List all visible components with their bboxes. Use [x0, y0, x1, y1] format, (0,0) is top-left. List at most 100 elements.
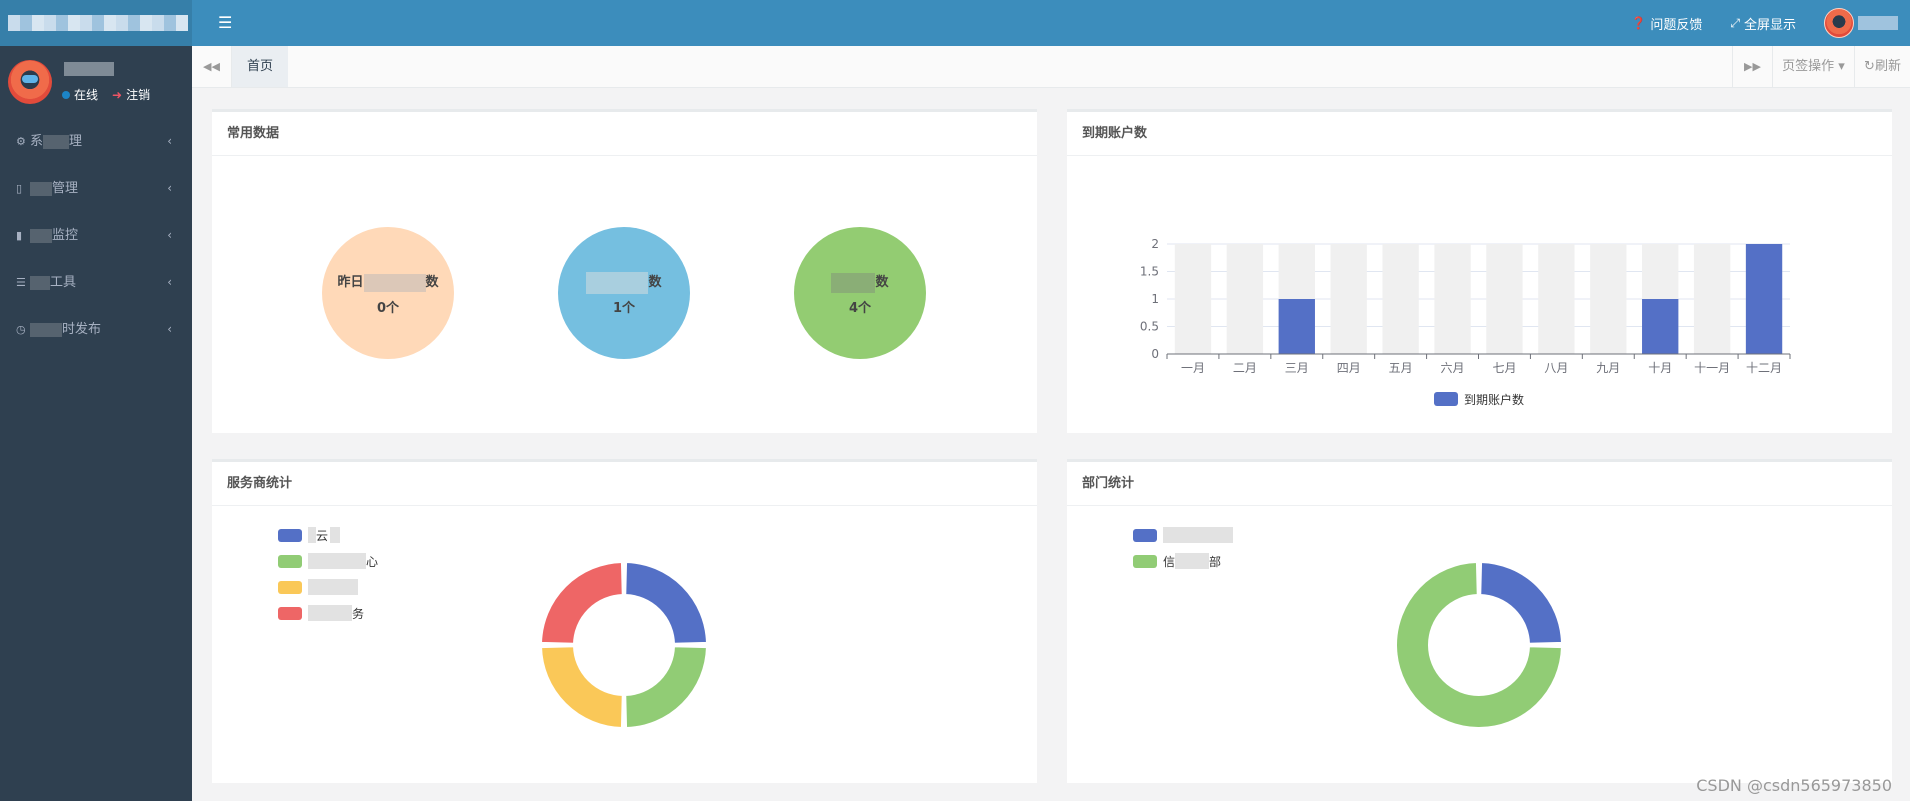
legend-item[interactable]: 务 — [278, 600, 378, 626]
sidebar-item-publish[interactable]: ◷ 时发布 ‹ — [0, 306, 192, 353]
legend-swatch — [1133, 554, 1157, 568]
bar[interactable] — [1278, 299, 1315, 354]
tab-home[interactable]: 首页 — [232, 46, 289, 87]
legend-item[interactable]: 云 — [278, 522, 378, 548]
tab-bar: ◀◀ 首页 ▶▶ 页签操作 ▾ ↻刷新 — [192, 46, 1910, 88]
pie-slice[interactable] — [1395, 561, 1563, 729]
watermark: CSDN @csdn565973850 — [1696, 776, 1892, 795]
bar[interactable] — [1745, 244, 1783, 354]
stat-circle-2: 数 1个 — [558, 227, 690, 359]
sidebar-item-label-suffix: 监控 — [52, 228, 79, 243]
logo-redacted — [8, 15, 188, 31]
sidebar-item-manage[interactable]: ▯ 管理 ‹ — [0, 165, 192, 212]
bar-background — [1693, 244, 1731, 354]
pie-slice[interactable] — [1479, 561, 1563, 645]
stat-label-right: 数 — [425, 275, 439, 290]
legend-swatch — [278, 554, 302, 568]
legend-swatch — [278, 528, 302, 542]
legend-label-prefix: 信 — [1163, 554, 1176, 569]
legend-label[interactable]: 到期账户数 — [1464, 392, 1524, 407]
x-tick-label: 七月 — [1492, 361, 1516, 375]
chevron-left-icon: ‹ — [167, 228, 172, 242]
provider-stats-panel: 服务商统计 云 心 务 — [212, 459, 1037, 783]
gear-icon: ⚙ — [16, 135, 26, 148]
legend-swatch[interactable] — [1434, 392, 1458, 406]
top-username-redacted[interactable] — [1858, 16, 1898, 30]
bars-icon[interactable]: ☰ — [218, 13, 233, 32]
stat-circle-1: 昨日 数 0个 — [322, 227, 454, 359]
provider-legend: 云 心 务 — [278, 522, 378, 626]
avatar[interactable] — [8, 60, 52, 104]
online-dot-icon — [62, 90, 70, 99]
clock-icon: ◷ — [16, 323, 26, 336]
y-tick-label: 0 — [1151, 347, 1159, 361]
tab-scroll-left-button[interactable]: ◀◀ — [192, 46, 232, 87]
bar-background — [1590, 244, 1627, 354]
label-redacted — [1175, 553, 1210, 569]
label-redacted — [308, 527, 316, 543]
chevron-left-icon: ‹ — [167, 134, 172, 148]
x-tick-label: 三月 — [1285, 361, 1309, 375]
user-panel: 在线 ➜ 注销 — [0, 46, 192, 118]
label-redacted — [586, 271, 649, 294]
label-redacted — [308, 553, 366, 569]
legend-swatch — [278, 606, 302, 620]
expire-accounts-panel: 到期账户数 0 0.5 1 1.5 2 一月 二月 三月 四月 五月 六月 七月 八月 九月 十月 十一月 十二… — [1067, 109, 1892, 433]
sidebar-item-system[interactable]: ⚙ 系 理 ‹ — [0, 118, 192, 165]
label-redacted — [30, 275, 50, 290]
tab-operations-dropdown[interactable]: 页签操作 ▾ — [1772, 46, 1854, 87]
list-icon: ☰ — [16, 276, 26, 289]
logout-link[interactable]: 注销 — [126, 88, 151, 102]
tab-scroll-right-button[interactable]: ▶▶ — [1732, 46, 1772, 87]
label-redacted — [30, 322, 62, 337]
pie-slice[interactable] — [624, 561, 708, 645]
stat-value: 4个 — [848, 301, 872, 316]
sidebar-item-tools[interactable]: ☰ 工具 ‹ — [0, 259, 192, 306]
pie-slice[interactable] — [540, 561, 624, 645]
bar-background — [1486, 244, 1523, 354]
app-logo[interactable] — [0, 0, 192, 46]
y-tick-label: 2 — [1151, 237, 1159, 251]
provider-donut-chart — [540, 561, 708, 729]
x-tick-label: 九月 — [1596, 361, 1620, 375]
bar-background — [1174, 244, 1212, 354]
chevron-left-icon: ‹ — [167, 275, 172, 289]
x-tick-label: 六月 — [1441, 361, 1465, 375]
tab-operations-label: 页签操作 — [1782, 59, 1835, 74]
stat-value: 0个 — [376, 301, 400, 316]
sidebar-item-monitor[interactable]: ▮ 监控 ‹ — [0, 212, 192, 259]
stat-label-right: 数 — [875, 275, 889, 290]
label-redacted — [363, 273, 426, 292]
label-redacted — [43, 134, 70, 149]
legend-item[interactable]: 信部 — [1133, 548, 1233, 574]
department-stats-panel: 部门统计 信部 — [1067, 459, 1892, 783]
fullscreen-button[interactable]: ⤢ 全屏显示 — [1730, 14, 1796, 33]
legend-item[interactable] — [278, 574, 378, 600]
stat-circle-3: 数 4个 — [794, 227, 926, 359]
label-redacted — [330, 527, 341, 543]
stat-value: 1个 — [612, 301, 636, 316]
sign-out-icon[interactable]: ➜ — [112, 87, 123, 102]
feedback-button[interactable]: ❓ 问题反馈 — [1631, 14, 1702, 33]
book-icon: ▯ — [16, 182, 23, 195]
pie-slice[interactable] — [624, 645, 708, 729]
legend-item[interactable] — [1133, 522, 1233, 548]
bar[interactable] — [1642, 299, 1679, 354]
legend-label: 务 — [352, 606, 365, 621]
panel-title: 到期账户数 — [1067, 112, 1892, 156]
chevron-left-icon: ‹ — [167, 181, 172, 195]
top-avatar[interactable] — [1824, 8, 1854, 38]
y-tick-label: 0.5 — [1140, 320, 1159, 334]
refresh-button[interactable]: ↻刷新 — [1854, 46, 1910, 87]
pie-slice[interactable] — [540, 645, 624, 729]
backward-icon: ◀◀ — [203, 60, 220, 73]
bar-background — [1330, 244, 1367, 354]
legend-label: 云 — [316, 528, 329, 543]
label-redacted — [308, 605, 352, 621]
department-donut-chart — [1395, 561, 1563, 729]
caret-down-icon: ▾ — [1834, 59, 1845, 74]
label-redacted — [30, 228, 52, 243]
legend-item[interactable]: 心 — [278, 548, 378, 574]
sidebar-item-label-prefix: 系 — [30, 134, 44, 149]
